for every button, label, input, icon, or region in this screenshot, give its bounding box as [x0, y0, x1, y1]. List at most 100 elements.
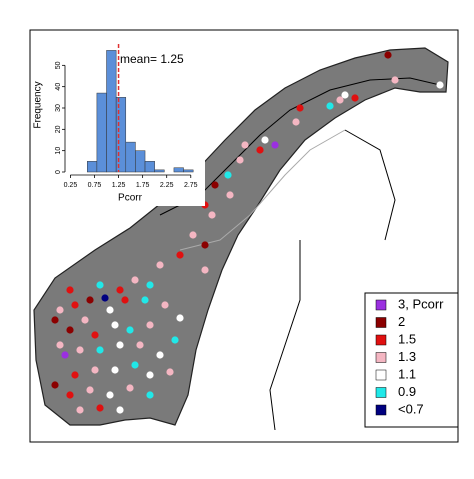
- station-dot: [126, 384, 134, 392]
- station-dot: [66, 391, 74, 399]
- station-dot: [236, 156, 244, 164]
- station-dot: [156, 351, 164, 359]
- station-dot: [166, 368, 174, 376]
- legend-label: 1.5: [398, 331, 416, 346]
- x-axis-label: Pcorr: [118, 193, 143, 204]
- bar: [144, 161, 155, 173]
- station-dot: [56, 341, 64, 349]
- station-dot: [76, 346, 84, 354]
- station-dot: [96, 346, 104, 354]
- station-dot: [131, 361, 139, 369]
- bar: [154, 169, 165, 173]
- x-tick-label: 2.25: [160, 182, 174, 189]
- legend-label: 1.3: [398, 349, 416, 364]
- station-dot: [336, 96, 344, 104]
- terrain-ridge: [179, 129, 346, 251]
- bar: [87, 161, 98, 173]
- legend-label: 3, Pcorr: [398, 296, 444, 311]
- station-dot: [66, 326, 74, 334]
- station-dot: [176, 314, 184, 322]
- station-dot: [91, 366, 99, 374]
- station-dot: [296, 104, 304, 112]
- station-dot: [116, 286, 124, 294]
- station-dot: [56, 306, 64, 314]
- legend-label: 2: [398, 314, 405, 329]
- norway-terrain: [33, 47, 449, 426]
- station-dot: [101, 294, 109, 302]
- x-tick-label: 1.25: [112, 182, 126, 189]
- station-dot: [51, 316, 59, 324]
- y-tick-label: 0: [55, 170, 62, 174]
- legend-swatch: [375, 352, 387, 363]
- station-dot: [146, 371, 154, 379]
- station-dot: [384, 51, 392, 59]
- station-dot: [111, 321, 119, 329]
- station-dot: [391, 76, 399, 84]
- legend-label: 1.1: [398, 366, 416, 381]
- station-dot: [226, 191, 234, 199]
- station-dot: [146, 391, 154, 399]
- legend-items: 3, Pcorr 2 1.5 1.3 1.1 0.9 <0.7: [375, 296, 444, 416]
- station-dot: [211, 181, 219, 189]
- station-dot: [81, 316, 89, 324]
- station-dot: [189, 231, 197, 239]
- station-dot: [61, 351, 69, 359]
- y-tick-label: 50: [55, 61, 62, 69]
- legend-swatch: [375, 387, 387, 398]
- y-axis-label: Frequency: [33, 81, 44, 128]
- station-dot: [106, 391, 114, 399]
- legend-swatch: [375, 317, 387, 328]
- station-dot: [86, 296, 94, 304]
- station-dot: [241, 141, 249, 149]
- station-dot: [171, 336, 179, 344]
- station-dot: [141, 296, 149, 304]
- legend-swatch: [375, 404, 387, 416]
- x-tick-label: 2.75: [184, 182, 198, 189]
- bar: [183, 169, 194, 173]
- station-dot: [131, 276, 139, 284]
- station-dot: [66, 286, 74, 294]
- station-dot: [351, 94, 359, 102]
- station-dot: [106, 306, 114, 314]
- station-dot: [208, 211, 216, 219]
- station-dot: [71, 301, 79, 309]
- coastline: [269, 129, 396, 431]
- station-dot: [116, 341, 124, 349]
- station-dot: [341, 91, 349, 99]
- station-dot: [326, 102, 334, 110]
- station-dot: [91, 331, 99, 339]
- station-dot: [116, 406, 124, 414]
- legend-swatch: [375, 369, 387, 381]
- station-dot: [126, 326, 134, 334]
- station-dot: [96, 404, 104, 412]
- station-dots: [51, 51, 444, 414]
- bar: [115, 97, 127, 173]
- station-dot: [121, 296, 129, 304]
- mean-annotation: mean= 1.25: [120, 52, 184, 66]
- station-dot: [161, 301, 169, 309]
- legend-label: 0.9: [398, 384, 416, 399]
- station-dot: [136, 341, 144, 349]
- station-dot: [86, 386, 94, 394]
- station-dot: [76, 406, 84, 414]
- bar: [173, 167, 184, 173]
- station-dot: [111, 366, 119, 374]
- legend-swatch: [375, 299, 387, 311]
- station-dot: [271, 141, 279, 149]
- y-tick-label: 40: [55, 83, 62, 91]
- station-dot: [146, 281, 154, 289]
- station-dot: [201, 241, 209, 249]
- x-tick-label: 0.25: [64, 182, 78, 189]
- station-dot: [146, 321, 154, 329]
- histogram: 0 10 20 30 40 50 0.25 0.75 1.25 1.75 2.25 2.75: [55, 44, 198, 189]
- y-tick-label: 20: [55, 125, 62, 133]
- station-dot: [201, 266, 209, 274]
- station-dot: [292, 118, 300, 126]
- station-dot: [256, 146, 264, 154]
- y-tick-label: 10: [55, 147, 62, 155]
- station-dot: [176, 251, 184, 259]
- station-dot: [71, 371, 79, 379]
- bar: [96, 92, 107, 173]
- station-dot: [261, 136, 269, 144]
- legend-label: <0.7: [398, 401, 424, 416]
